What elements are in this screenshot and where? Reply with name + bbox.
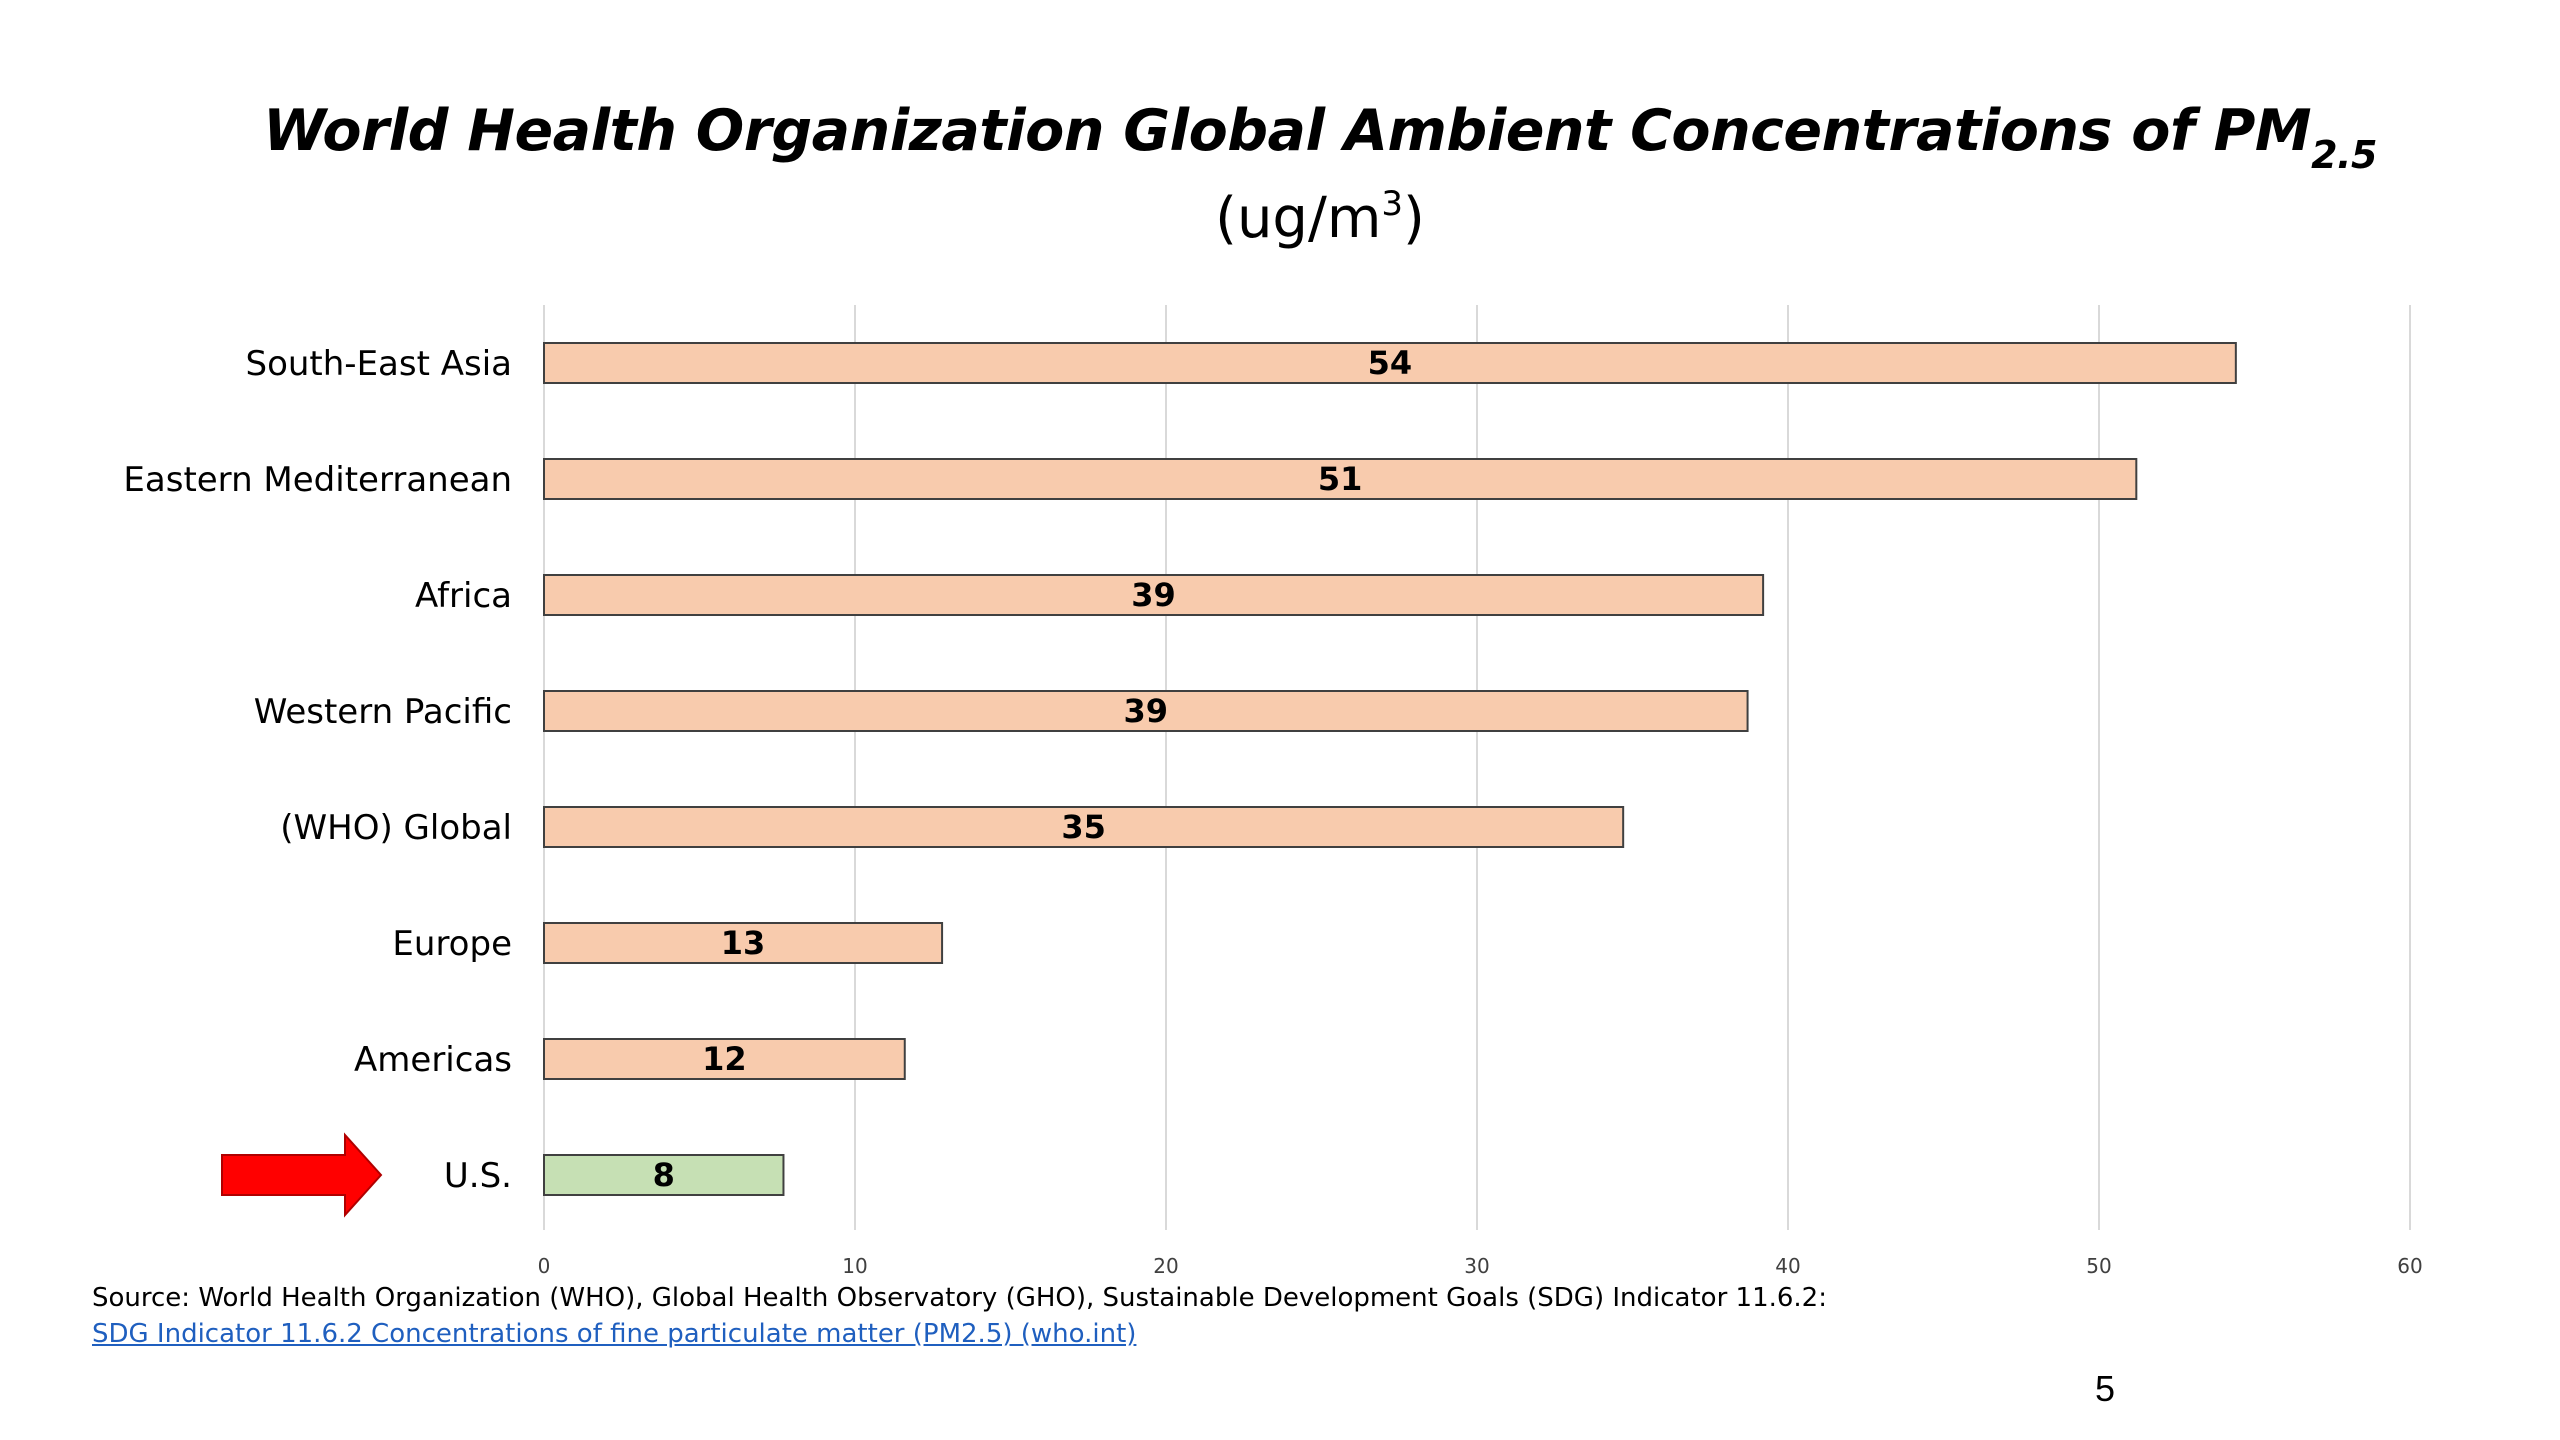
data-label: 12 <box>702 1040 747 1078</box>
chart-title-subscript: 2.5 <box>2311 133 2377 177</box>
category-label: Africa <box>415 576 512 616</box>
x-tick-label: 20 <box>1153 1254 1178 1278</box>
chart-bars: 54 51 39 39 35 13 12 8 <box>543 342 2237 1196</box>
page-number: 5 <box>2095 1368 2116 1409</box>
bar <box>543 458 2138 500</box>
category-label: Eastern Mediterranean <box>123 460 512 500</box>
data-label: 35 <box>1061 808 1106 846</box>
bar <box>543 690 1749 732</box>
data-label: 39 <box>1131 576 1176 614</box>
bar <box>543 1154 785 1196</box>
category-label: Western Pacific <box>254 692 512 732</box>
x-tick-label: 10 <box>842 1254 867 1278</box>
x-tick-label: 50 <box>2086 1254 2111 1278</box>
chart-subtitle-prefix: (ug/m <box>1215 186 1382 251</box>
source-link[interactable]: SDG Indicator 11.6.2 Concentrations of f… <box>92 1319 1137 1349</box>
x-tick-label: 0 <box>538 1254 551 1278</box>
data-label: 51 <box>1318 460 1363 498</box>
bar-chart: 54 51 39 39 35 13 12 8 South-East Asia Eastern M… <box>123 305 2423 1278</box>
category-label: U.S. <box>444 1156 512 1196</box>
chart-title-text: World Health Organization Global Ambient… <box>263 98 2312 164</box>
highlight-arrow-icon <box>221 1132 383 1218</box>
data-label: 13 <box>721 924 766 962</box>
category-label: South-East Asia <box>245 344 512 384</box>
bar <box>543 922 944 964</box>
data-label: 8 <box>653 1156 675 1194</box>
x-tick-label: 60 <box>2397 1254 2422 1278</box>
category-label: Europe <box>392 924 512 964</box>
bar <box>543 342 2237 384</box>
chart-gridlines <box>543 305 2411 1230</box>
x-tick-labels: 0 10 20 30 40 50 60 <box>538 1254 2423 1278</box>
chart-subtitle-sup: 3 <box>1381 184 1404 224</box>
data-label: 39 <box>1124 692 1169 730</box>
category-labels: South-East Asia Eastern Mediterranean Afri… <box>123 344 512 1196</box>
source-text: Source: World Health Organization (WHO),… <box>92 1283 1827 1313</box>
bar <box>543 574 1765 616</box>
category-label: Americas <box>354 1040 512 1080</box>
bar <box>543 1038 906 1080</box>
chart-subtitle-suffix: ) <box>1403 186 1425 251</box>
x-tick-label: 40 <box>1775 1254 1800 1278</box>
x-tick-label: 30 <box>1464 1254 1489 1278</box>
chart-title: World Health Organization Global Ambient… <box>0 98 2560 177</box>
bar <box>543 806 1625 848</box>
data-label: 54 <box>1368 344 1413 382</box>
category-label: (WHO) Global <box>280 808 512 848</box>
chart-subtitle: (ug/m3) <box>0 184 2560 251</box>
